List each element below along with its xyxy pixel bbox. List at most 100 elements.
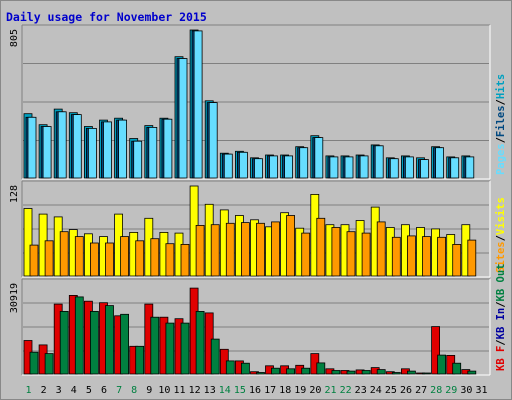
bar-pages-day-16 (254, 158, 263, 179)
bar-kbout-day-20 (316, 362, 326, 375)
day-label-16: 16 (249, 385, 261, 396)
day-label-20: 20 (309, 385, 321, 396)
bar-pages-day-1 (27, 116, 37, 179)
bar-pages-day-13 (208, 102, 218, 179)
day-label-15: 15 (234, 385, 246, 396)
day-label-24: 24 (370, 385, 382, 396)
bar-sites-day-1 (29, 244, 39, 277)
bar-kbout-day-26 (406, 370, 416, 375)
bar-sites-day-26 (406, 235, 416, 277)
bar-pages-day-29 (450, 157, 460, 179)
day-label-27: 27 (415, 385, 427, 396)
day-label-6: 6 (101, 385, 107, 396)
day-label-3: 3 (56, 385, 62, 396)
label-pages: Pages (495, 143, 507, 175)
bar-kbf-day-28 (431, 326, 441, 375)
bar-sites-day-25 (391, 236, 401, 277)
day-label-31: 31 (475, 385, 487, 396)
day-label-12: 12 (189, 385, 201, 396)
y-max-label: 805 (9, 29, 20, 47)
bar-sites-day-27 (422, 236, 431, 277)
bar-pages-day-17 (269, 155, 278, 179)
day-label-13: 13 (204, 385, 216, 396)
bar-pages-day-21 (329, 156, 339, 179)
bar-sites-day-23 (361, 232, 371, 277)
bar-sites-day-9 (150, 238, 160, 277)
label-separator: / (495, 301, 507, 307)
bar-sites-day-10 (165, 243, 175, 277)
day-label-26: 26 (400, 385, 412, 396)
bar-kbout-day-11 (180, 322, 190, 375)
bar-pages-day-2 (42, 126, 52, 179)
bar-sites-day-30 (467, 239, 477, 277)
bar-kbout-day-25 (391, 372, 401, 375)
bar-sites-day-24 (376, 221, 386, 277)
day-label-7: 7 (116, 385, 122, 396)
label-kbf: KB F (495, 346, 507, 371)
bar-pages-day-24 (374, 145, 384, 179)
bar-pages-day-26 (404, 156, 414, 179)
bar-kbout-day-12 (195, 310, 205, 375)
bar-kbout-day-19 (301, 367, 311, 375)
bar-kbout-day-1 (29, 351, 39, 375)
side-label-hits-files-pages: Pages/Files/Hits (495, 74, 507, 175)
bar-sites-day-15 (240, 222, 250, 277)
bar-sites-day-12 (195, 224, 205, 277)
bar-kbout-day-15 (240, 362, 250, 375)
bar-sites-day-19 (301, 232, 311, 277)
bar-kbout-day-5 (90, 310, 99, 375)
label-separator: / (495, 339, 507, 345)
bar-sites-day-8 (135, 240, 145, 277)
bar-kbout-day-4 (74, 296, 84, 375)
bar-sites-day-22 (346, 231, 356, 277)
bar-pages-day-14 (223, 153, 233, 179)
bar-kbout-day-10 (165, 322, 175, 375)
y-max-label: 30919 (9, 283, 20, 313)
day-label-19: 19 (294, 385, 306, 396)
bar-kbout-day-28 (437, 354, 447, 375)
bar-pages-day-30 (465, 156, 475, 179)
bar-pages-day-8 (133, 140, 143, 179)
y-max-label: 128 (9, 185, 20, 203)
bar-kbout-day-16 (256, 372, 265, 375)
bar-kbout-day-30 (467, 370, 477, 375)
label-kbin: KB In (495, 308, 507, 340)
day-label-1: 1 (25, 385, 31, 396)
bar-kbout-day-17 (271, 367, 280, 375)
bar-sites-day-21 (331, 227, 341, 277)
bar-kbout-day-18 (286, 368, 296, 375)
bar-kbout-day-3 (59, 310, 69, 375)
day-label-17: 17 (264, 385, 276, 396)
bar-sites-day-11 (180, 243, 190, 277)
label-separator: / (495, 99, 507, 105)
label-separator: / (495, 137, 507, 143)
bar-sites-day-7 (120, 236, 129, 277)
label-files: Files (495, 105, 507, 137)
bar-kbout-day-9 (150, 316, 160, 375)
day-label-14: 14 (219, 385, 231, 396)
bar-pages-day-20 (314, 137, 324, 179)
day-label-2: 2 (41, 385, 47, 396)
label-kbout: KB Out (495, 264, 507, 302)
bar-pages-day-3 (57, 111, 67, 179)
bar-kbout-day-24 (376, 369, 386, 375)
bar-sites-day-5 (90, 242, 99, 277)
label-hits: Hits (495, 74, 507, 99)
day-label-21: 21 (324, 385, 336, 396)
side-label-kbf-kbin-kbout: KB F/KB In/KB Out (495, 264, 507, 372)
bar-sites-day-16 (256, 222, 265, 277)
panel-visits-sites: 128 Sites/Visits (9, 180, 507, 278)
bar-pages-day-4 (72, 114, 82, 179)
bar-pages-day-15 (238, 151, 248, 179)
bar-kbout-day-23 (361, 370, 371, 375)
day-label-10: 10 (158, 385, 170, 396)
day-label-25: 25 (385, 385, 397, 396)
bar-pages-day-7 (118, 119, 127, 179)
day-label-8: 8 (131, 385, 137, 396)
bar-pages-day-28 (435, 147, 445, 179)
bar-sites-day-13 (210, 224, 220, 277)
bar-kbout-day-7 (120, 313, 129, 375)
bar-kbout-day-27 (422, 372, 431, 375)
bar-pages-day-11 (178, 58, 188, 179)
